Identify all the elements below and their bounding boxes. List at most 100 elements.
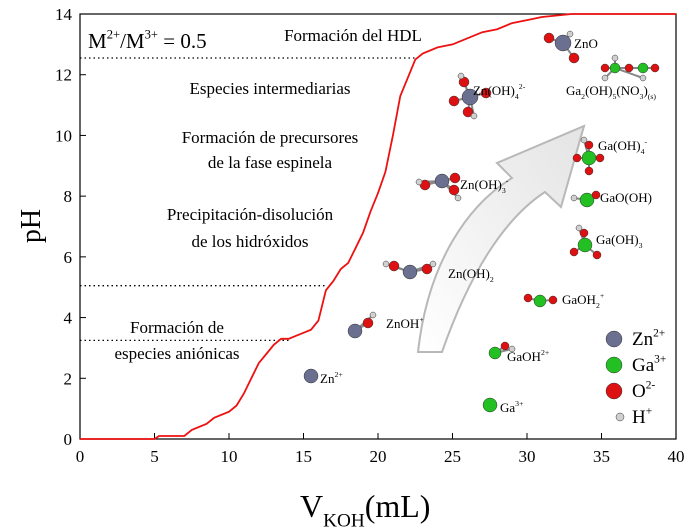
text-segment: +: [600, 291, 605, 300]
atom: [650, 63, 660, 73]
atom: [568, 52, 580, 64]
text-segment: 2: [596, 301, 600, 310]
y-tick-label: 10: [55, 126, 72, 145]
text-segment: V: [300, 488, 323, 524]
atom: [569, 247, 579, 257]
atom: [523, 293, 533, 303]
atom: [591, 190, 601, 200]
region-label: Especies intermediarias: [190, 79, 351, 98]
x-tick-label: 0: [76, 447, 85, 466]
species-label: ZnO: [574, 36, 598, 51]
text-segment: Zn: [320, 371, 335, 386]
text-segment: 2: [581, 92, 585, 101]
decorative-arrow: [416, 124, 586, 353]
text-segment: ZnO: [574, 36, 598, 51]
text-segment: Ga(OH): [596, 232, 639, 247]
atom: [429, 260, 437, 268]
atom: [548, 295, 558, 305]
legend-swatch: [605, 382, 623, 400]
x-tick-label: 5: [150, 447, 159, 466]
atom: [572, 153, 582, 163]
atom: [592, 250, 602, 260]
atom: [402, 264, 418, 280]
y-tick-label: 12: [55, 66, 72, 85]
atom: [482, 397, 498, 413]
species-label: Zn2+: [320, 370, 343, 386]
legend-label: H+: [632, 405, 652, 428]
atom: [347, 323, 363, 339]
x-tick-label: 20: [370, 447, 387, 466]
atom: [581, 150, 597, 166]
text-segment: (OH): [585, 83, 612, 98]
text-segment: 4: [515, 92, 519, 101]
text-segment: 3+: [145, 28, 158, 42]
atom: [454, 194, 462, 202]
text-segment: 3+: [654, 353, 666, 365]
text-segment: 2-: [519, 82, 526, 91]
text-segment: Ga: [500, 400, 515, 415]
text-segment: -: [645, 137, 648, 146]
atom: [579, 192, 595, 208]
atom: [624, 63, 634, 73]
species-label: Ga(OH)4-: [598, 137, 648, 156]
x-tick-label: 15: [295, 447, 312, 466]
region-label: Precipitación-disolución: [167, 205, 334, 224]
text-segment: GaOH: [507, 349, 541, 364]
text-segment: 2-: [646, 379, 656, 391]
species-label: Ga3+: [500, 399, 524, 415]
atom: [595, 153, 605, 163]
plot-frame: [79, 13, 677, 440]
atom: [448, 95, 460, 107]
text-segment: 4: [641, 147, 645, 156]
legend-label: Ga3+: [632, 353, 666, 376]
y-tick-label: 0: [64, 430, 73, 449]
species-label: Zn(OH)42-: [473, 82, 526, 101]
atom: [461, 88, 479, 106]
text-segment: Zn(OH): [473, 83, 515, 98]
text-segment: 2+: [541, 348, 550, 357]
species-label: Zn(OH)2: [448, 266, 494, 284]
x-tick-label: 30: [519, 447, 536, 466]
atom: [369, 311, 377, 319]
text-segment: ): [643, 83, 647, 98]
text-segment: 2+: [334, 370, 343, 379]
text-segment: (s): [648, 92, 657, 101]
region-label: de la fase espinela: [208, 153, 333, 172]
atom: [601, 74, 609, 82]
text-segment: 2+: [653, 327, 665, 339]
atom: [388, 260, 400, 272]
text-segment: (NO: [616, 83, 639, 98]
atom: [584, 166, 594, 176]
text-segment: GaOH: [562, 292, 596, 307]
species-label: GaO(OH): [600, 190, 652, 205]
y-tick-label: 4: [64, 309, 73, 328]
atom: [611, 54, 619, 62]
atom: [533, 294, 547, 308]
region-label: Formación del HDL: [284, 26, 422, 45]
atom: [462, 106, 474, 118]
species-label: GaOH2+: [507, 348, 550, 364]
text-segment: /M: [120, 29, 145, 53]
atom: [637, 62, 649, 74]
text-segment: Zn: [632, 329, 654, 350]
text-segment: 3: [502, 186, 506, 195]
species-label: ZnOH+: [386, 315, 424, 331]
titration-curve: [80, 13, 676, 440]
atom: [382, 260, 390, 268]
atom: [600, 63, 610, 73]
atom: [577, 237, 593, 253]
atom: [415, 178, 423, 186]
atom: [579, 228, 589, 238]
text-segment: 2: [490, 275, 494, 284]
atom: [500, 341, 510, 351]
atom: [554, 34, 572, 52]
y-tick-label: 8: [64, 187, 73, 206]
species-label: Ga2(OH)5(NO3)(s): [566, 83, 656, 101]
text-segment: 3+: [515, 399, 524, 408]
species-label: Ga(OH)3: [596, 232, 643, 250]
y-tick-label: 2: [64, 369, 73, 388]
text-segment: +: [419, 315, 424, 324]
text-segment: O: [632, 381, 646, 402]
legend-swatch: [605, 356, 623, 374]
